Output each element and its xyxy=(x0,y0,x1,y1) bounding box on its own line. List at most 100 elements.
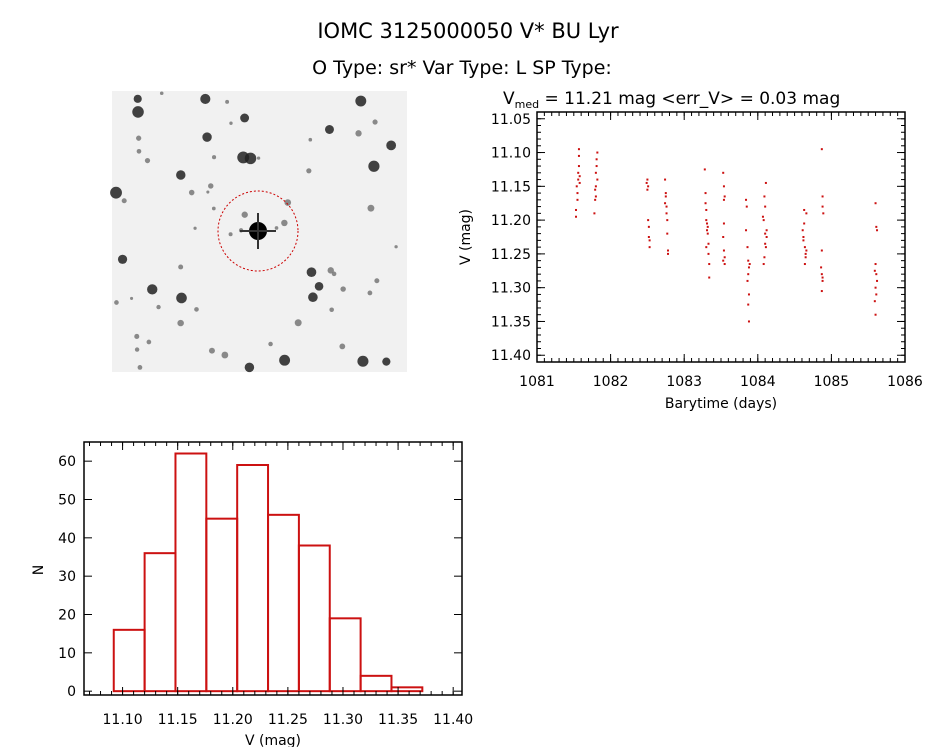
data-point xyxy=(708,263,711,266)
star xyxy=(178,264,184,270)
star xyxy=(225,99,230,104)
star xyxy=(144,157,151,164)
star xyxy=(208,347,215,354)
data-point xyxy=(708,276,711,279)
star xyxy=(177,319,184,327)
data-point xyxy=(648,239,651,242)
data-point xyxy=(577,154,580,157)
y-tick-label: 11.30 xyxy=(491,281,531,297)
y-tick-label: 20 xyxy=(58,608,76,624)
data-point xyxy=(723,195,726,198)
data-point xyxy=(804,256,807,259)
star xyxy=(136,148,142,154)
data-point xyxy=(821,205,824,208)
star xyxy=(241,211,248,218)
star xyxy=(274,226,279,230)
data-point xyxy=(746,246,749,249)
data-point xyxy=(805,249,808,252)
data-point xyxy=(594,195,597,198)
data-point xyxy=(645,181,648,184)
star xyxy=(114,300,119,305)
data-point xyxy=(803,263,806,266)
data-point xyxy=(706,225,709,228)
data-point xyxy=(577,171,580,174)
data-point xyxy=(820,273,823,276)
page-subtitle: O Type: sr* Var Type: L SP Type: xyxy=(312,57,612,79)
star xyxy=(221,351,229,359)
x-tick-label: 1083 xyxy=(666,374,702,390)
star xyxy=(206,190,210,194)
x-tick-label: 11.10 xyxy=(103,712,143,728)
y-tick-label: 11.10 xyxy=(491,146,531,162)
data-point xyxy=(763,256,766,259)
data-point xyxy=(803,208,806,211)
histogram-bar xyxy=(112,628,146,693)
data-point xyxy=(745,198,748,201)
data-point xyxy=(665,212,668,215)
star xyxy=(188,189,195,196)
star xyxy=(314,281,324,291)
data-point xyxy=(594,185,597,188)
data-point xyxy=(595,158,598,161)
data-point xyxy=(802,239,805,242)
data-point xyxy=(874,263,877,266)
star xyxy=(130,296,134,300)
star xyxy=(211,206,216,211)
data-point xyxy=(748,263,751,266)
star xyxy=(117,254,128,264)
star xyxy=(340,286,346,292)
data-point xyxy=(706,229,709,232)
data-point xyxy=(575,208,578,211)
data-point xyxy=(801,229,804,232)
star xyxy=(146,339,152,345)
data-point xyxy=(647,236,650,238)
data-point xyxy=(667,249,670,252)
data-point xyxy=(875,273,878,276)
star xyxy=(136,135,142,141)
x-tick-label: 1081 xyxy=(519,374,555,390)
star xyxy=(306,267,317,278)
star xyxy=(294,319,302,327)
data-point xyxy=(722,185,725,188)
data-point xyxy=(722,171,725,174)
data-point xyxy=(704,202,707,205)
star xyxy=(367,290,373,296)
data-point xyxy=(764,205,767,208)
data-point xyxy=(665,205,668,208)
star xyxy=(156,304,161,310)
y-axis-label: N xyxy=(31,565,47,575)
data-point xyxy=(764,246,767,249)
y-tick-label: 11.40 xyxy=(491,348,531,364)
data-point xyxy=(821,276,824,279)
data-point xyxy=(747,293,750,296)
star xyxy=(355,130,362,137)
star xyxy=(308,292,318,303)
y-tick-label: 11.05 xyxy=(491,112,531,128)
star xyxy=(228,232,233,237)
y-tick-label: 50 xyxy=(58,493,76,509)
data-point xyxy=(820,148,823,151)
data-point xyxy=(576,192,579,195)
histogram-bar xyxy=(143,552,177,693)
data-point xyxy=(764,242,767,245)
star xyxy=(339,343,346,350)
data-point xyxy=(802,236,805,238)
data-point xyxy=(578,181,581,184)
star xyxy=(256,156,261,160)
star xyxy=(244,152,257,165)
star xyxy=(121,198,127,204)
data-point xyxy=(804,252,807,255)
star xyxy=(372,119,378,125)
data-point xyxy=(723,256,726,259)
data-point xyxy=(577,165,580,168)
histogram-bar xyxy=(328,617,362,693)
data-point xyxy=(648,246,651,249)
data-point xyxy=(596,151,599,154)
data-point xyxy=(703,168,706,171)
data-point xyxy=(706,232,709,235)
data-point xyxy=(706,222,709,225)
data-point xyxy=(821,195,824,198)
data-point xyxy=(664,178,667,181)
y-axis-label: V (mag) xyxy=(458,209,474,265)
